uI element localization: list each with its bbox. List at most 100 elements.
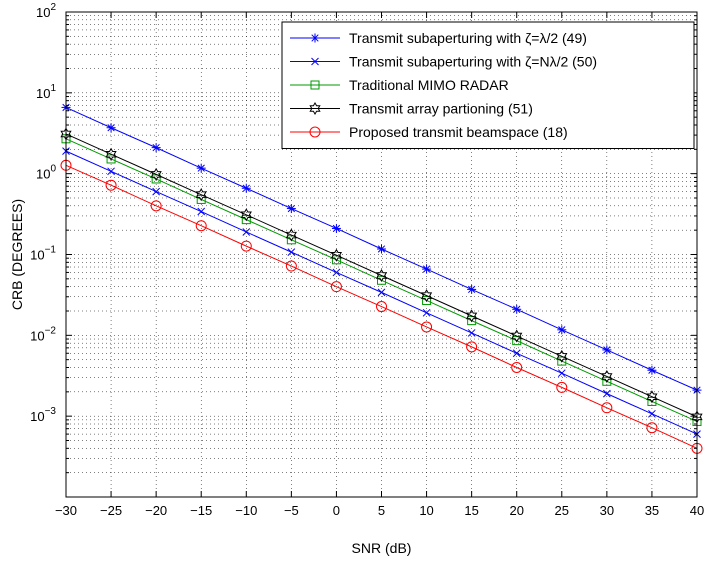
x-axis-label: SNR (dB) xyxy=(352,540,412,556)
x-tick-label: −10 xyxy=(235,503,257,518)
y-tick-exponent: 2 xyxy=(50,2,56,13)
data-point xyxy=(196,194,206,204)
series-4 xyxy=(60,127,703,424)
data-point xyxy=(511,329,523,343)
data-point xyxy=(647,396,657,406)
ticks xyxy=(65,12,698,497)
data-point xyxy=(647,365,657,375)
data-point xyxy=(285,260,297,272)
data-point xyxy=(556,349,568,363)
x-tick-label: −25 xyxy=(100,503,122,518)
data-point xyxy=(467,316,477,326)
y-tick-base: 10 xyxy=(36,86,50,101)
data-point xyxy=(422,264,432,274)
y-tick-exponent: −3 xyxy=(45,406,57,417)
data-point xyxy=(105,179,117,191)
data-point xyxy=(242,228,251,236)
y-tick-label: 10−1 xyxy=(30,245,56,263)
y-tick-exponent: 0 xyxy=(50,164,56,175)
y-tick-base: 10 xyxy=(36,5,50,20)
data-point xyxy=(377,288,386,297)
data-point xyxy=(150,200,162,212)
x-tick-label: 20 xyxy=(509,503,523,518)
x-tick-label: 15 xyxy=(464,503,478,518)
x-tick-label: 25 xyxy=(555,503,569,518)
x-tick-label: 35 xyxy=(645,503,659,518)
x-tick-label: 0 xyxy=(333,503,340,518)
data-point xyxy=(151,174,161,184)
data-point xyxy=(331,255,341,265)
y-tick-label: 10−3 xyxy=(30,406,56,424)
data-point xyxy=(332,268,341,277)
y-tick-exponent: −2 xyxy=(45,325,57,336)
y-tick-base: 10 xyxy=(30,409,44,424)
data-point xyxy=(420,289,433,303)
legend-entry: Proposed transmit beamspace (18) xyxy=(290,124,568,140)
data-point xyxy=(105,147,117,161)
series-line xyxy=(65,164,698,449)
data-point xyxy=(467,329,476,337)
data-point xyxy=(107,167,115,176)
data-point xyxy=(422,308,431,317)
data-point xyxy=(152,187,160,196)
y-tick-base: 10 xyxy=(30,328,44,343)
series-1 xyxy=(61,102,702,395)
data-point xyxy=(241,183,251,193)
data-point xyxy=(240,208,252,222)
data-point xyxy=(377,244,386,254)
x-tick-label: −15 xyxy=(190,503,212,518)
x-tick-label: 10 xyxy=(419,503,433,518)
data-point xyxy=(646,390,658,404)
data-point xyxy=(601,402,613,414)
y-axis-label: CRB (DEGREES) xyxy=(9,199,25,310)
data-point xyxy=(331,223,341,233)
data-point xyxy=(646,422,658,434)
x-tick-label: 30 xyxy=(600,503,614,518)
legend: Transmit subaperturing with ζ=λ/2 (49) Tr… xyxy=(281,21,695,149)
y-tick-exponent: −1 xyxy=(45,245,57,256)
data-point xyxy=(422,295,432,305)
data-point xyxy=(512,304,522,314)
data-point xyxy=(602,345,612,355)
data-point xyxy=(241,215,251,225)
data-point xyxy=(195,220,207,232)
data-point xyxy=(287,248,296,256)
x-tick-label: 5 xyxy=(378,503,385,518)
data-point xyxy=(377,275,386,285)
data-point xyxy=(557,369,566,378)
legend-entry: Transmit subaperturing with ζ=λ/2 (49) xyxy=(290,30,587,46)
data-point xyxy=(511,362,523,374)
y-tick-label: 10−2 xyxy=(30,325,56,343)
data-point xyxy=(421,321,433,333)
series-line xyxy=(65,133,698,418)
data-point xyxy=(467,284,477,294)
legend-marker xyxy=(310,33,320,43)
data-point xyxy=(466,309,478,323)
legend-marker xyxy=(309,126,321,138)
data-point xyxy=(196,163,206,173)
data-point xyxy=(512,349,521,358)
data-point xyxy=(602,376,612,386)
y-tick-exponent: 1 xyxy=(50,83,56,94)
data-point xyxy=(603,389,611,398)
legend-marker xyxy=(311,57,319,66)
data-point xyxy=(375,269,388,282)
data-point xyxy=(330,248,343,262)
y-tick-label: 102 xyxy=(36,2,56,20)
data-point xyxy=(286,235,296,245)
y-tick-base: 10 xyxy=(36,167,50,182)
legend-box xyxy=(281,21,695,149)
data-point xyxy=(648,409,656,418)
x-tick-label: 40 xyxy=(690,503,704,518)
data-point xyxy=(601,369,613,383)
y-tick-label: 101 xyxy=(36,83,56,101)
data-point xyxy=(240,240,252,252)
data-point xyxy=(197,207,206,216)
legend-label: Transmit subaperturing with ζ=λ/2 (49) xyxy=(349,30,587,46)
data-point xyxy=(556,381,568,393)
data-point xyxy=(466,341,478,353)
legend-marker xyxy=(310,80,320,90)
legend-entry: Traditional MIMO RADAR xyxy=(290,77,509,93)
data-point xyxy=(151,143,161,153)
legend-label: Proposed transmit beamspace (18) xyxy=(349,124,568,140)
